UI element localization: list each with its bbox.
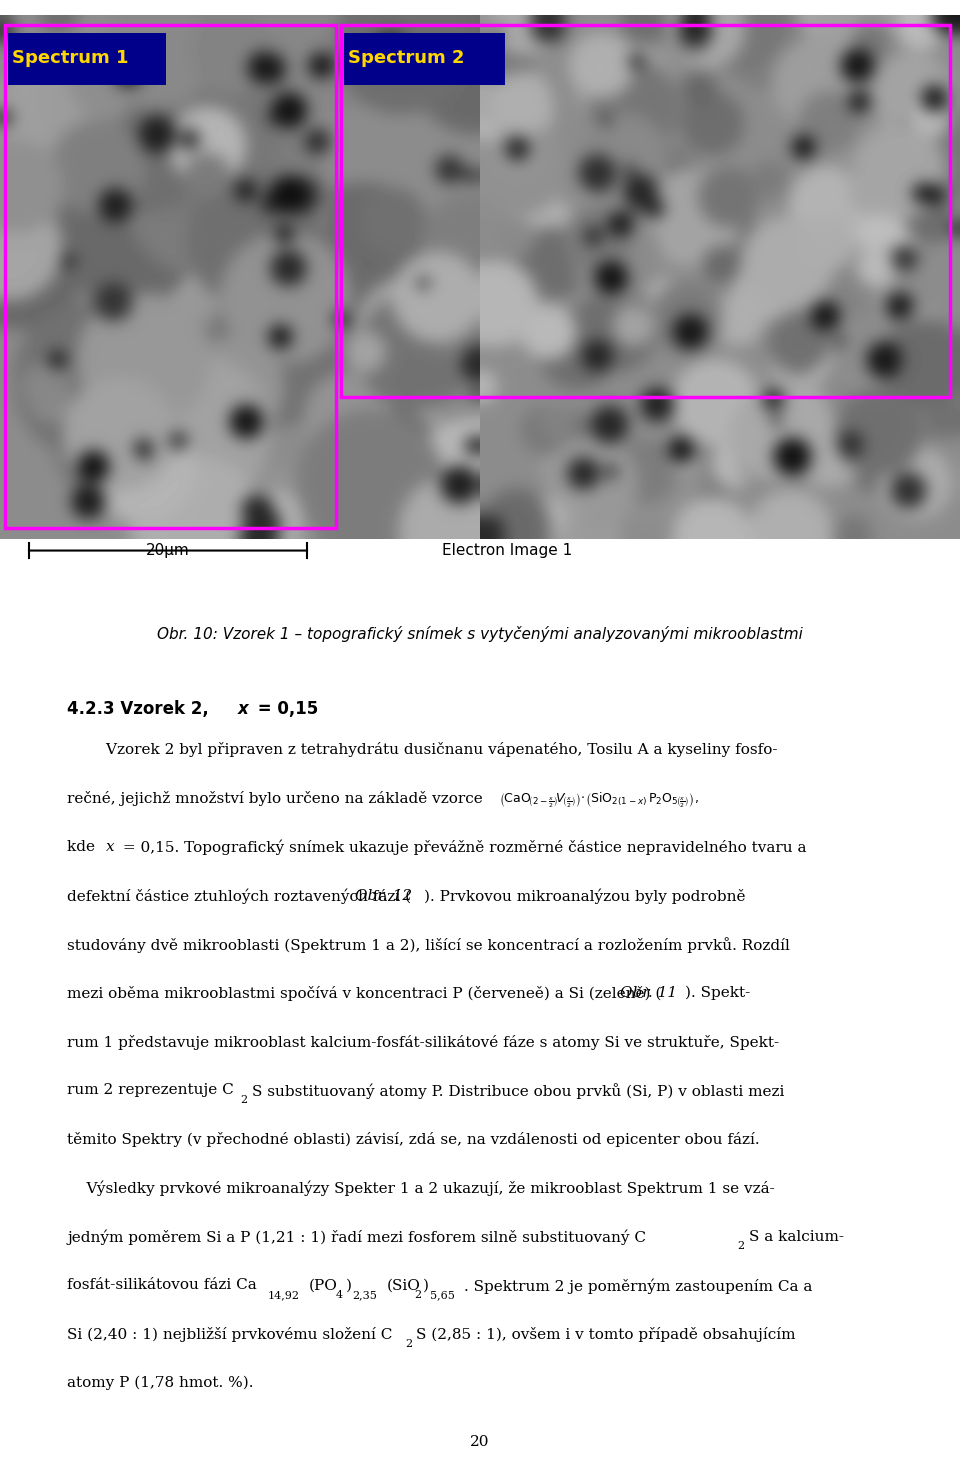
- Bar: [8, 32, 166, 86]
- Text: S a kalcium-: S a kalcium-: [749, 1230, 844, 1243]
- Text: 2: 2: [405, 1339, 412, 1349]
- Text: 2: 2: [415, 1290, 421, 1300]
- Text: 20μm: 20μm: [146, 543, 190, 558]
- Text: Electron Image 1: Electron Image 1: [442, 543, 572, 558]
- Text: mezi oběma mikrooblastmi spočívá v koncentraci P (červeneě) a Si (zeleně) (: mezi oběma mikrooblastmi spočívá v konce…: [67, 986, 661, 1001]
- Text: těmito Spektry (v přechodné oblasti) závisí, zdá se, na vzdálenosti od epicenter: těmito Spektry (v přechodné oblasti) záv…: [67, 1132, 759, 1147]
- Text: Obr. 12: Obr. 12: [355, 889, 413, 902]
- Text: = 0,15. Topografický snímek ukazuje převážně rozměrné částice nepravidelného tva: = 0,15. Topografický snímek ukazuje přev…: [118, 840, 806, 856]
- Text: rum 1 představuje mikrooblast kalcium-fosfát-silikátové fáze s atomy Si ve struk: rum 1 představuje mikrooblast kalcium-fo…: [67, 1035, 780, 1049]
- Text: ): ): [346, 1278, 351, 1292]
- Text: Obr. 10: Vzorek 1 – topografický snímek s vytyčenými analyzovanými mikrooblastmi: Obr. 10: Vzorek 1 – topografický snímek …: [157, 626, 803, 642]
- Text: kde: kde: [67, 840, 100, 853]
- Bar: [341, 25, 950, 397]
- Text: 4: 4: [336, 1290, 343, 1300]
- Bar: [344, 32, 505, 86]
- Text: . Spektrum 2 je poměrným zastoupením Ca a: . Spektrum 2 je poměrným zastoupením Ca …: [464, 1278, 812, 1294]
- Text: jedným poměrem Si a P (1,21 : 1) řadí mezi fosforem silně substituovaný C: jedným poměrem Si a P (1,21 : 1) řadí me…: [67, 1230, 646, 1246]
- Text: x: x: [238, 700, 249, 717]
- Text: Si (2,40 : 1) nejbližší prvkovému složení C: Si (2,40 : 1) nejbližší prvkovému složen…: [67, 1327, 393, 1342]
- Text: 5,65: 5,65: [430, 1290, 455, 1300]
- Text: ). Spekt-: ). Spekt-: [685, 986, 751, 1001]
- Bar: [5, 25, 336, 528]
- Text: Obr. 11: Obr. 11: [620, 986, 678, 999]
- Text: x: x: [106, 840, 114, 853]
- Text: Výsledky prvkové mikroanalýzy Spekter 1 a 2 ukazují, že mikrooblast Spektrum 1 s: Výsledky prvkové mikroanalýzy Spekter 1 …: [67, 1181, 775, 1197]
- Text: studovány dvě mikrooblasti (Spektrum 1 a 2), lišící se koncentrací a rozložením : studovány dvě mikrooblasti (Spektrum 1 a…: [67, 937, 790, 953]
- Text: 4.2.3 Vzorek 2,: 4.2.3 Vzorek 2,: [67, 700, 215, 717]
- Text: 14,92: 14,92: [268, 1290, 300, 1300]
- Text: 2: 2: [240, 1095, 247, 1106]
- Text: S substituovaný atomy P. Distribuce obou prvků (Si, P) v oblasti mezi: S substituovaný atomy P. Distribuce obou…: [252, 1083, 784, 1100]
- Text: (SiO: (SiO: [387, 1278, 420, 1292]
- Text: ): ): [423, 1278, 429, 1292]
- Text: atomy P (1,78 hmot. %).: atomy P (1,78 hmot. %).: [67, 1376, 253, 1390]
- Text: = 0,15: = 0,15: [252, 700, 319, 717]
- Text: 2: 2: [737, 1241, 744, 1252]
- Text: 2,35: 2,35: [352, 1290, 377, 1300]
- Text: Vzorek 2 byl připraven z tetrahydrátu dusičnanu vápenatého, Tosilu A a kyseliny : Vzorek 2 byl připraven z tetrahydrátu du…: [67, 742, 778, 757]
- Text: fosfát-silikátovou fázi Ca: fosfát-silikátovou fázi Ca: [67, 1278, 257, 1292]
- Text: Spectrum 2: Spectrum 2: [348, 49, 464, 66]
- Text: 20: 20: [470, 1436, 490, 1449]
- Text: S (2,85 : 1), ovšem i v tomto případě obsahujícím: S (2,85 : 1), ovšem i v tomto případě ob…: [416, 1327, 795, 1342]
- Text: rečné, jejichž množství bylo určeno na základě vzorce: rečné, jejichž množství bylo určeno na z…: [67, 791, 483, 806]
- Text: defektní částice ztuhloých roztavených fází (: defektní částice ztuhloých roztavených f…: [67, 889, 411, 905]
- Text: ). Prvkovou mikroanalýzou byly podrobně: ). Prvkovou mikroanalýzou byly podrobně: [424, 889, 746, 905]
- Text: $\left(\mathrm{CaO}_{\!\left(2-\frac{x}{2}\right)}\!V_{\!\left(\frac{x}{2}\right: $\left(\mathrm{CaO}_{\!\left(2-\frac{x}{…: [499, 791, 699, 810]
- Text: rum 2 reprezentuje C: rum 2 reprezentuje C: [67, 1083, 234, 1097]
- Text: (PO: (PO: [309, 1278, 338, 1292]
- Text: Spectrum 1: Spectrum 1: [12, 49, 128, 66]
